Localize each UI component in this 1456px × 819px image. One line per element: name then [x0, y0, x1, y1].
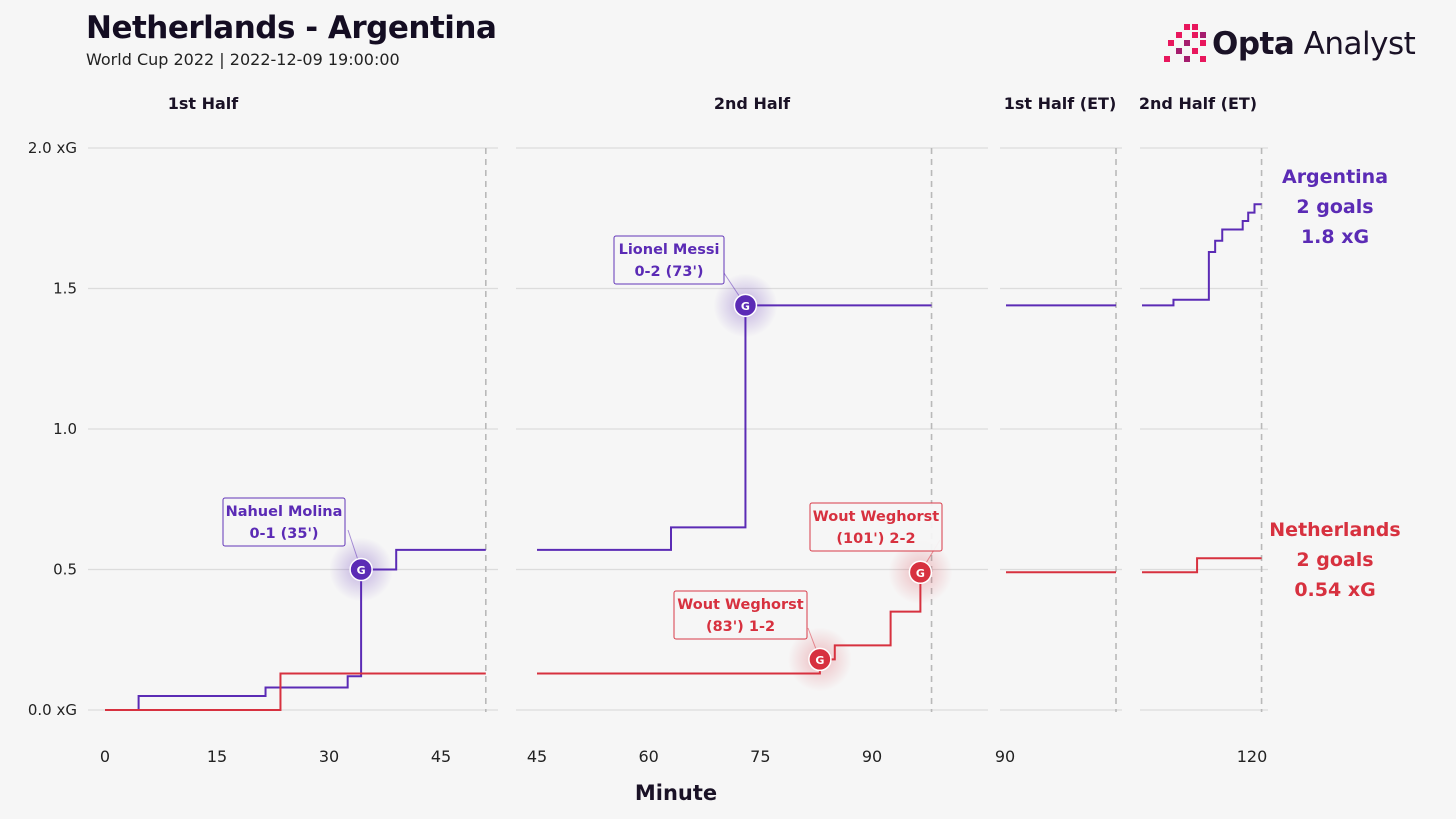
y-tick-label: 0.5 — [53, 561, 77, 579]
goal-callout-box — [673, 590, 808, 640]
goal-marker — [733, 293, 758, 318]
period-label: 2nd Half — [714, 94, 791, 113]
period-label: 2nd Half (ET) — [1139, 94, 1257, 113]
goal-callout-score: (83') 1-2 — [706, 619, 775, 635]
goal-marker-letter: G — [357, 564, 366, 577]
y-tick-label: 2.0 xG — [28, 139, 77, 157]
goal-marker-letter: G — [741, 300, 750, 313]
team-summary-label: 1.8 xG — [1301, 226, 1369, 248]
team-summary-label: 0.54 xG — [1294, 579, 1375, 601]
x-tick-label: 60 — [638, 747, 658, 766]
y-tick-label: 1.5 — [53, 280, 77, 298]
goal-marker — [908, 560, 933, 585]
goal-callout-score: 0-1 (35') — [249, 526, 318, 542]
page-subtitle: World Cup 2022 | 2022-12-09 19:00:00 — [86, 50, 400, 69]
x-tick-label: 90 — [862, 747, 882, 766]
xg-line-netherlands — [105, 672, 486, 711]
opta-analyst-logo: Opta Analyst — [1164, 24, 1416, 68]
goal-marker-letter: G — [815, 654, 824, 667]
goal-marker — [808, 647, 832, 672]
goal-callout-scorer: Wout Weghorst — [813, 509, 939, 525]
team-summary-label: Argentina — [1282, 166, 1388, 188]
xg-line-netherlands — [1142, 557, 1262, 574]
goal-callout-scorer: Wout Weghorst — [677, 597, 803, 613]
page-title: Netherlands - Argentina — [86, 10, 497, 46]
opta-logo-icon — [1164, 24, 1206, 62]
x-axis-label: Minute — [635, 781, 717, 805]
team-summary-label: Netherlands — [1269, 519, 1400, 541]
x-tick-label: 30 — [319, 747, 339, 766]
x-tick-label: 45 — [527, 747, 547, 766]
x-tick-label: 45 — [431, 747, 451, 766]
y-tick-label: 0.0 xG — [28, 701, 77, 719]
x-tick-label: 15 — [207, 747, 227, 766]
goal-callout-scorer: Nahuel Molina — [226, 504, 343, 520]
goal-callout-box — [222, 497, 346, 547]
period-label: 1st Half — [168, 94, 240, 113]
team-summary-label: 2 goals — [1296, 549, 1373, 571]
x-tick-label: 75 — [750, 747, 770, 766]
goal-callout-box — [613, 235, 725, 285]
x-tick-label: 90 — [995, 747, 1015, 766]
x-tick-label: 120 — [1237, 747, 1268, 766]
y-tick-label: 1.0 — [53, 420, 77, 438]
goal-callout-score: 0-2 (73') — [634, 264, 703, 280]
xg-line-argentina — [105, 548, 486, 711]
period-label: 1st Half (ET) — [1004, 94, 1117, 113]
x-tick-label: 0 — [100, 747, 110, 766]
goal-marker — [349, 557, 373, 582]
logo-word-opta: Opta — [1212, 26, 1295, 62]
goal-callout-score: (101') 2-2 — [836, 531, 915, 547]
goal-marker-letter: G — [916, 567, 925, 580]
goal-callout-box — [809, 502, 943, 552]
logo-wordmark: Opta Analyst — [1212, 26, 1416, 62]
xg-line-argentina — [1142, 203, 1262, 307]
team-summary-label: 2 goals — [1296, 196, 1373, 218]
logo-word-analyst: Analyst — [1303, 26, 1416, 62]
goal-callout-scorer: Lionel Messi — [619, 242, 720, 258]
